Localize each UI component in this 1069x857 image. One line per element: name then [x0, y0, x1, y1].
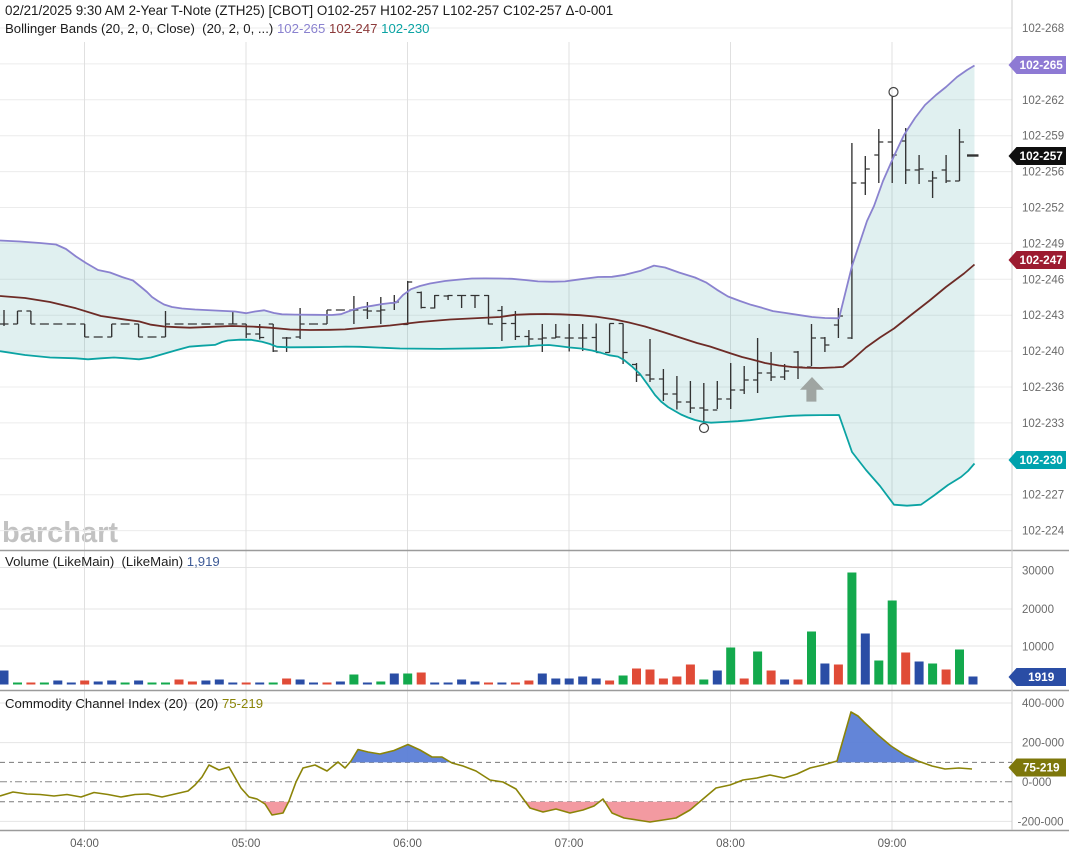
svg-text:102-230: 102-230: [1020, 453, 1064, 467]
svg-text:06:00: 06:00: [393, 838, 422, 850]
svg-text:05:00: 05:00: [232, 838, 261, 850]
svg-text:102-240: 102-240: [1022, 346, 1064, 358]
svg-text:07:00: 07:00: [555, 838, 584, 850]
svg-text:30000: 30000: [1022, 566, 1054, 578]
svg-text:Bollinger Bands (20, 2, 0, Clo: Bollinger Bands (20, 2, 0, Close) (20, 2…: [5, 21, 430, 36]
svg-text:Volume (LikeMain) (LikeMain): Volume (LikeMain) (LikeMain) 1,919: [5, 554, 220, 569]
svg-text:Commodity Channel Index (20): Commodity Channel Index (20) (20) 75-219: [5, 696, 263, 711]
svg-text:102-262: 102-262: [1022, 95, 1064, 107]
svg-text:20000: 20000: [1022, 604, 1054, 616]
svg-text:0-000: 0-000: [1022, 777, 1051, 789]
svg-text:1919: 1919: [1028, 670, 1055, 684]
svg-text:102-249: 102-249: [1022, 238, 1064, 250]
svg-text:102-265: 102-265: [1020, 58, 1064, 72]
svg-text:102-236: 102-236: [1022, 382, 1064, 394]
svg-text:102-233: 102-233: [1022, 418, 1064, 430]
svg-text:barchart: barchart: [2, 517, 118, 549]
svg-text:102-243: 102-243: [1022, 310, 1064, 322]
svg-text:75-219: 75-219: [1023, 761, 1060, 775]
svg-text:400-000: 400-000: [1022, 698, 1064, 710]
svg-text:200-000: 200-000: [1022, 738, 1064, 750]
svg-text:102-252: 102-252: [1022, 203, 1064, 215]
svg-text:04:00: 04:00: [70, 838, 99, 850]
svg-text:10000: 10000: [1022, 642, 1054, 654]
svg-text:102-256: 102-256: [1022, 167, 1064, 179]
svg-text:-200-000: -200-000: [1018, 816, 1064, 828]
svg-text:09:00: 09:00: [878, 838, 907, 850]
svg-text:102-246: 102-246: [1022, 274, 1064, 286]
svg-text:102-268: 102-268: [1022, 23, 1064, 35]
svg-text:08:00: 08:00: [716, 838, 745, 850]
svg-text:102-257: 102-257: [1020, 149, 1064, 163]
svg-text:102-227: 102-227: [1022, 490, 1064, 502]
svg-text:02/21/2025 9:30 AM 2-Year T-No: 02/21/2025 9:30 AM 2-Year T-Note (ZTH25)…: [5, 3, 613, 18]
svg-text:102-247: 102-247: [1020, 253, 1064, 267]
svg-text:102-259: 102-259: [1022, 131, 1064, 143]
svg-text:102-224: 102-224: [1022, 526, 1065, 538]
